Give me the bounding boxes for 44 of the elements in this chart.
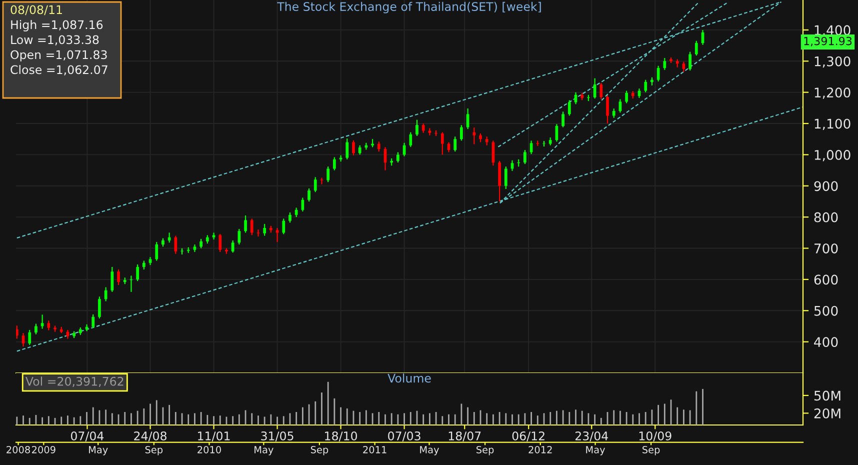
x2-tick-label: 2012 [528,446,552,454]
x-tick-label: 23/04 [575,431,608,442]
x-tick-label: 18/10 [325,431,358,442]
y-tick-label: 800 [814,212,838,222]
x2-tick-label: 2010 [198,446,221,454]
x-tick-label: 07/03 [388,431,420,442]
x-tick-label: 24/08 [134,431,166,442]
annotation: Open =1,071.83 [10,50,107,62]
x-tick-label: 18/07 [448,431,481,442]
y-tick-label: 50M [814,390,840,401]
annotation: High =1,087.16 [11,20,103,32]
annotation: 08/08/11 [10,5,62,16]
annotation: Low =1,033.38 [11,35,99,46]
y-tick-label: 700 [814,243,838,254]
x2-tick-label: Sep [642,446,660,456]
y-tick-label: 500 [814,306,838,316]
chart-title: The Stock Exchange of Thailand(SET) [week] [277,2,541,14]
y-tick-label: 900 [814,181,838,192]
x2-tick-label: May [89,446,108,456]
x2-tick-label: Sep [476,446,494,456]
x-tick-label: 06/12 [512,431,544,442]
x2-tick-label: 2008 [6,446,30,454]
y-tick-label: 400 [814,337,838,348]
x2-tick-label: May [586,446,606,456]
x-tick-label: 31/05 [261,431,294,442]
y-tick-label: 1,300 [814,56,850,68]
x-tick-label: 10/09 [639,431,672,442]
x2-tick-label: May [420,446,439,456]
x2-tick-label: May [254,446,274,456]
chart-title: Volume [388,374,431,383]
x2-tick-label: 2009 [32,446,56,454]
y-tick-label: 600 [814,274,838,285]
annotation: Vol =20,391,762 [26,376,124,387]
y-tick-label: 1,000 [814,150,850,162]
x2-tick-label: Sep [145,446,163,456]
text: 1,391.93 [804,36,852,46]
y-tick-label: 20M [814,408,840,418]
x2-tick-label: 2011 [363,446,386,454]
y-tick-label: 1,200 [814,88,850,99]
annotation: Close =1,062.07 [10,65,108,76]
y-tick-label: 1,100 [814,118,850,130]
x-tick-label: 11/01 [198,431,230,442]
x-tick-label: 07/04 [70,431,104,442]
x2-tick-label: Sep [310,446,328,456]
